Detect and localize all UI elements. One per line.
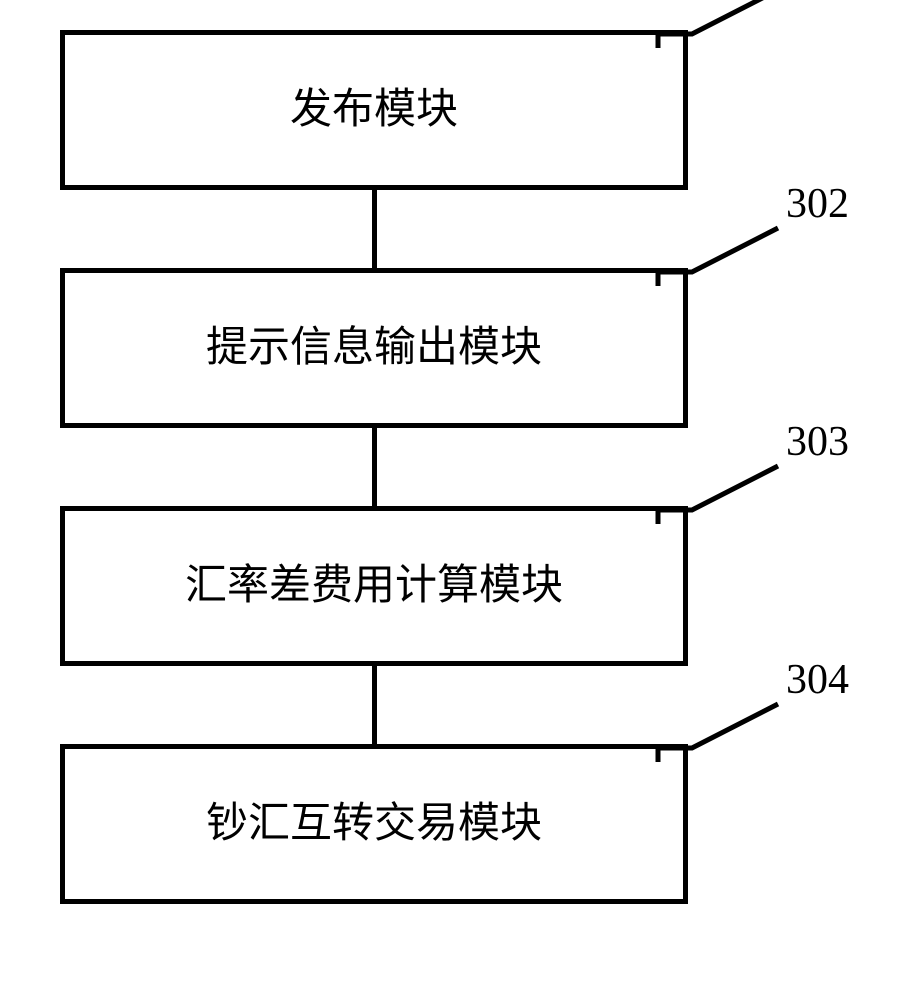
callout-line [658, 694, 798, 772]
flow-node-label: 钞汇互转交易模块 [206, 799, 542, 849]
flow-node: 钞汇互转交易模块 [60, 744, 688, 904]
flow-node: 提示信息输出模块 [60, 268, 688, 428]
flow-node-label: 发布模块 [290, 85, 458, 135]
callout-line [658, 0, 798, 58]
callout-line [658, 218, 798, 296]
flow-node-label: 汇率差费用计算模块 [185, 561, 563, 611]
callout-line [658, 456, 798, 534]
diagram-canvas: 发布模块301提示信息输出模块302汇率差费用计算模块303钞汇互转交易模块30… [0, 0, 902, 1000]
flow-node: 发布模块 [60, 30, 688, 190]
connector [372, 666, 377, 744]
reference-number: 303 [786, 418, 849, 466]
reference-number: 302 [786, 180, 849, 228]
connector [372, 190, 377, 268]
flow-node: 汇率差费用计算模块 [60, 506, 688, 666]
connector [372, 428, 377, 506]
reference-number: 304 [786, 656, 849, 704]
flow-node-label: 提示信息输出模块 [206, 323, 542, 373]
